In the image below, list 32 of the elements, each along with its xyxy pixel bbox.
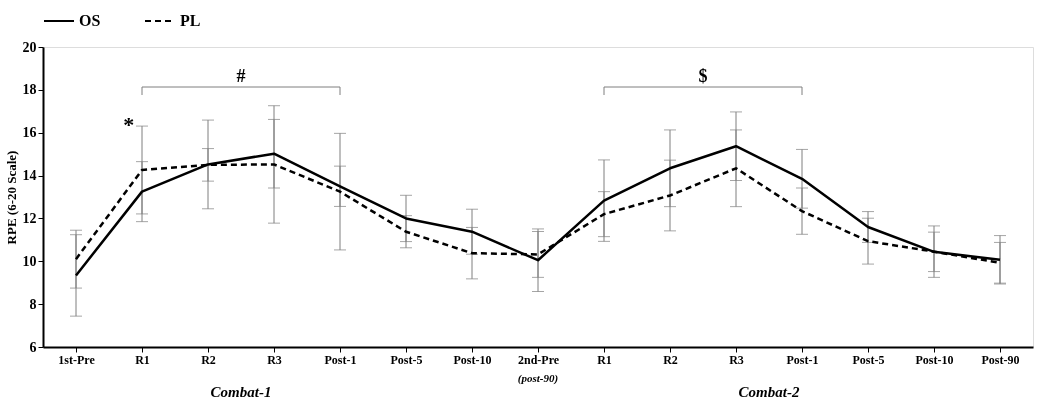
y-tick-label: 6 (29, 339, 37, 355)
text: Combat-2 (738, 384, 800, 400)
x-tick-label: Post-5 (390, 352, 423, 367)
y-tick-label: 20 (22, 39, 37, 55)
annotation: * (123, 112, 135, 137)
x-tick-label: R3 (729, 352, 744, 367)
annotation: $ (698, 66, 708, 86)
x-tick-label: Post-10 (453, 352, 492, 367)
x-tick-label: R2 (663, 352, 678, 367)
x-tick-label: R1 (597, 352, 612, 367)
y-tick-label: 16 (22, 125, 37, 141)
x-tick-label: Post-1 (324, 352, 357, 367)
y-tick-label: 18 (22, 82, 37, 98)
x-tick-label: R2 (201, 352, 216, 367)
x-tick-label: Post-90 (981, 352, 1020, 367)
y-tick-label: 8 (29, 296, 37, 312)
y-axis-title: RPE (6-20 Scale) (3, 150, 19, 245)
y-tick-label: 10 (22, 253, 37, 269)
x-tick-label: R1 (135, 352, 150, 367)
y-tick-label: 12 (22, 210, 37, 226)
text: (post-90) (517, 372, 559, 385)
annotation: # (236, 66, 246, 86)
x-tick-label: Post-10 (915, 352, 954, 367)
legend-label: OS (79, 12, 101, 29)
x-tick-label: R3 (267, 352, 282, 367)
x-tick-label: 1st-Pre (58, 352, 96, 367)
x-tick-label: 2nd-Pre (517, 352, 560, 367)
text: Combat-1 (210, 384, 272, 400)
legend-label: PL (180, 12, 201, 29)
y-tick-label: 14 (22, 168, 37, 184)
x-tick-label: Post-5 (852, 352, 885, 367)
x-tick-label: Post-1 (786, 352, 819, 367)
